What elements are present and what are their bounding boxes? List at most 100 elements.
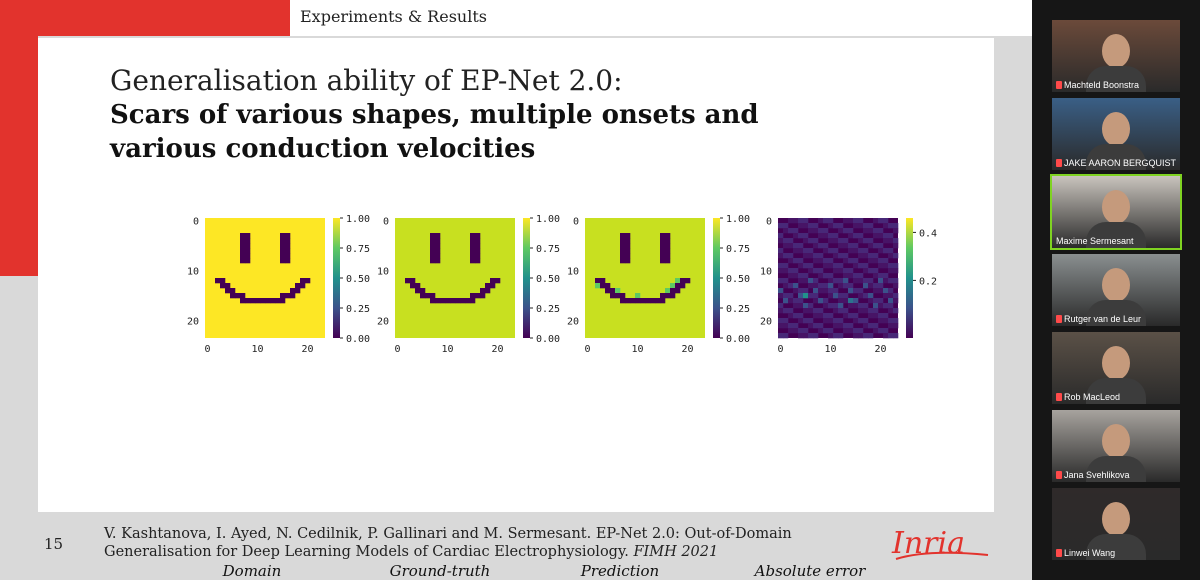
heatmap-cell <box>873 273 879 279</box>
heatmap-cell <box>833 253 839 259</box>
heatmap-cell <box>410 278 416 284</box>
heatmap-cell <box>838 228 844 234</box>
heatmap-cell <box>778 308 784 314</box>
heatmap-cell <box>600 283 606 289</box>
participant-tile[interactable]: Jana Svehlikova <box>1052 410 1180 482</box>
x-tick-label: 0 <box>777 344 783 355</box>
heatmap-cell <box>660 248 666 254</box>
heatmap-cell <box>818 298 824 304</box>
heatmap-cell <box>838 238 844 244</box>
heatmap-cell <box>858 273 864 279</box>
heatmap-cell <box>823 303 829 309</box>
heatmap-cell <box>813 298 819 304</box>
heatmap-cell <box>893 298 899 304</box>
heatmap-cell <box>783 253 789 259</box>
heatmap-cell <box>843 298 849 304</box>
heatmap-cell <box>280 293 286 299</box>
heatmap-cell <box>285 248 291 254</box>
colorbar-tick-label: 0.75 <box>536 244 560 255</box>
heatmap-cell <box>793 303 799 309</box>
heatmap-cell <box>808 253 814 259</box>
heatmap-cell <box>240 258 246 264</box>
heatmap-cell <box>858 293 864 299</box>
heatmap-cell <box>873 233 879 239</box>
heatmap-cell <box>858 248 864 254</box>
heatmap-cell <box>803 248 809 254</box>
heatmap-cell <box>620 258 626 264</box>
heatmap-cell <box>838 268 844 274</box>
heatmap-cell <box>823 273 829 279</box>
heatmap-cell <box>863 228 869 234</box>
heatmap-cell <box>853 273 859 279</box>
heatmap-cell <box>788 293 794 299</box>
heatmap-cell <box>783 238 789 244</box>
heatmap-cell <box>475 253 481 259</box>
heatmap-cell <box>813 308 819 314</box>
heatmap-cell <box>863 278 869 284</box>
heatmap-cell <box>285 238 291 244</box>
heatmap-cell <box>808 293 814 299</box>
heatmap-cell <box>630 298 636 304</box>
heatmap-cell <box>813 253 819 259</box>
heatmap-cell <box>803 278 809 284</box>
heatmap-cell <box>245 238 251 244</box>
heatmap-cell <box>833 308 839 314</box>
heatmap-cell <box>793 273 799 279</box>
heatmap-cell <box>778 238 784 244</box>
y-tick-label: 20 <box>187 317 199 328</box>
heatmap-cell <box>883 278 889 284</box>
heatmap-cell <box>625 258 631 264</box>
colorbar-tick-label: 0.4 <box>919 228 937 239</box>
heatmap-cell <box>435 233 441 239</box>
heatmap-cell <box>778 333 784 339</box>
heatmap-cell <box>878 218 884 224</box>
heatmap-cell <box>853 333 859 339</box>
heatmap-panel-1: 0 10 20 0 10 20 1.00 0.75 0.50 0.25 0.00 <box>377 214 560 355</box>
participant-tile[interactable]: Linwei Wang <box>1052 488 1180 560</box>
heatmap-cell <box>833 318 839 324</box>
heatmap-cell <box>868 313 874 319</box>
heatmap-cell <box>793 283 799 289</box>
participant-tile[interactable]: Maxime Sermesant <box>1050 174 1182 250</box>
heatmap-cell <box>848 288 854 294</box>
y-tick-label: 10 <box>377 267 389 278</box>
heatmap-cell <box>783 283 789 289</box>
heatmap-cell <box>420 288 426 294</box>
heatmap-cell <box>655 298 661 304</box>
participant-gallery: Machteld Boonstra JAKE AARON BERGQUIST Max… <box>1032 0 1200 580</box>
heatmap-cell <box>778 268 784 274</box>
heatmap-cell <box>778 253 784 259</box>
heatmap-cell <box>600 278 606 284</box>
heatmap-cell <box>838 308 844 314</box>
heatmap-cell <box>868 228 874 234</box>
heatmap-cell <box>788 313 794 319</box>
heatmap-cell <box>868 278 874 284</box>
heatmap-cell <box>883 293 889 299</box>
heatmap-cell <box>435 248 441 254</box>
heatmap-cell <box>660 243 666 249</box>
participant-tile[interactable]: Rutger van de Leur <box>1052 254 1180 326</box>
heatmap-cell <box>878 313 884 319</box>
participant-video <box>1102 346 1130 380</box>
heatmap-cell <box>620 253 626 259</box>
heatmap-cell <box>430 238 436 244</box>
colorbar-tick-label: 0.50 <box>536 274 560 285</box>
participant-name-text: Maxime Sermesant <box>1056 236 1134 246</box>
heatmap-cell <box>665 233 671 239</box>
heatmap-cell <box>245 298 251 304</box>
heatmap-cell <box>215 278 221 284</box>
participant-tile[interactable]: JAKE AARON BERGQUIST <box>1052 98 1180 170</box>
heatmap-cell <box>873 218 879 224</box>
participant-tile[interactable]: Machteld Boonstra <box>1052 20 1180 92</box>
heatmap-cell <box>843 228 849 234</box>
mic-muted-icon <box>1056 159 1062 167</box>
heatmap-cell <box>813 238 819 244</box>
heatmap-cell <box>858 278 864 284</box>
heatmap-cell <box>833 248 839 254</box>
heatmap-cell <box>878 318 884 324</box>
heatmap-cell <box>893 253 899 259</box>
heatmap-cell <box>240 243 246 249</box>
participant-body <box>1086 534 1146 560</box>
heatmap-cell <box>240 248 246 254</box>
participant-tile[interactable]: Rob MacLeod <box>1052 332 1180 404</box>
